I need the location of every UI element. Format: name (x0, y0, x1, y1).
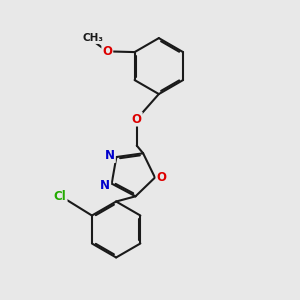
Text: O: O (156, 171, 167, 184)
Text: CH₃: CH₃ (82, 33, 103, 43)
Text: O: O (132, 112, 142, 126)
Text: N: N (105, 149, 115, 162)
Text: O: O (102, 45, 112, 58)
Text: Cl: Cl (54, 190, 67, 203)
Text: N: N (100, 178, 110, 192)
